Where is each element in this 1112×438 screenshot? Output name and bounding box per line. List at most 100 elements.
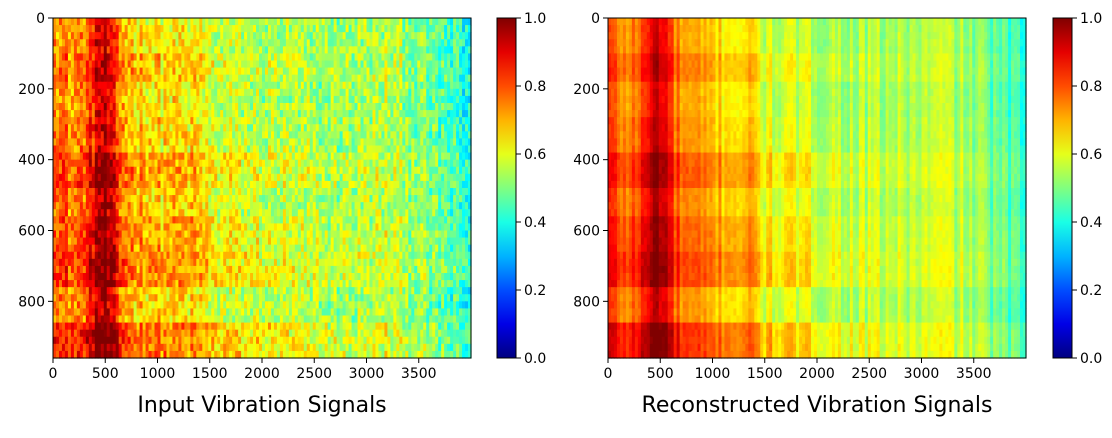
- heatmap-cell: [73, 223, 78, 232]
- heatmap-cell: [58, 117, 63, 125]
- heatmap-cell: [217, 223, 221, 232]
- heatmap-cell: [318, 230, 323, 239]
- heatmap-cell: [375, 88, 380, 97]
- heatmap-cell: [420, 81, 424, 90]
- heatmap-cell: [235, 244, 239, 253]
- heatmap-cell: [211, 25, 215, 33]
- heatmap-cell: [264, 60, 269, 69]
- heatmap-cell: [58, 152, 63, 161]
- heatmap-cell: [85, 265, 90, 274]
- heatmap-cell: [384, 166, 388, 175]
- heatmap-cell: [178, 216, 182, 225]
- heatmap-cell: [435, 230, 439, 239]
- heatmap-cell: [148, 188, 153, 196]
- heatmap-cell: [223, 138, 227, 147]
- heatmap-cell: [426, 74, 430, 83]
- heatmap-cell: [58, 46, 63, 55]
- heatmap-cell: [330, 244, 335, 253]
- heatmap-cell: [294, 124, 299, 132]
- heatmap-cell: [130, 95, 135, 104]
- heatmap-cell: [250, 223, 254, 232]
- heatmap-cell: [333, 138, 338, 147]
- heatmap-cell: [369, 25, 374, 33]
- heatmap-cell: [468, 117, 472, 125]
- heatmap-cell: [462, 53, 466, 62]
- heatmap-cell: [264, 258, 269, 267]
- heatmap-cell: [297, 74, 302, 83]
- heatmap-cell: [381, 188, 386, 196]
- heatmap-cell: [229, 88, 233, 97]
- heatmap-cell: [441, 209, 445, 217]
- heatmap-cell: [321, 138, 326, 147]
- heatmap-cell: [408, 53, 412, 62]
- heatmap-cell: [270, 180, 275, 189]
- heatmap-cell: [157, 265, 162, 274]
- heatmap-cell: [342, 39, 347, 47]
- heatmap-cell: [241, 88, 245, 97]
- heatmap-cell: [208, 237, 212, 246]
- heatmap-cell: [348, 74, 353, 83]
- heatmap-cell: [202, 230, 206, 239]
- heatmap-cell: [139, 237, 144, 246]
- heatmap-cell: [220, 103, 224, 111]
- heatmap-cell: [414, 188, 418, 196]
- heatmap-cell: [318, 124, 323, 132]
- heatmap-cell: [136, 209, 141, 217]
- heatmap-cell: [432, 124, 436, 132]
- heatmap-cell: [393, 188, 397, 196]
- heatmap-cell: [82, 103, 87, 111]
- heatmap-cell: [300, 110, 305, 118]
- heatmap-cell: [315, 103, 320, 111]
- heatmap-cell: [64, 152, 69, 161]
- heatmap-cell: [282, 81, 287, 90]
- heatmap-cell: [426, 81, 430, 90]
- heatmap-cell: [211, 39, 215, 47]
- heatmap-cell: [58, 81, 63, 90]
- heatmap-cell: [67, 209, 72, 217]
- heatmap-cell: [462, 18, 466, 26]
- heatmap-cell: [426, 46, 430, 55]
- heatmap-cell: [76, 202, 81, 210]
- heatmap-cell: [148, 18, 153, 26]
- heatmap-cell: [456, 258, 460, 267]
- heatmap-cell: [202, 152, 206, 161]
- heatmap-cell: [175, 81, 179, 90]
- heatmap-cell: [238, 237, 242, 246]
- heatmap-cell: [348, 230, 353, 239]
- heatmap-cell: [369, 46, 374, 55]
- heatmap-cell: [121, 265, 126, 274]
- heatmap-cell: [354, 244, 359, 253]
- heatmap-cell: [208, 159, 212, 168]
- heatmap-cell: [387, 173, 391, 182]
- heatmap-cell: [264, 209, 269, 217]
- heatmap-cell: [366, 103, 371, 111]
- heatmap-cell: [411, 188, 415, 196]
- heatmap-cell: [444, 32, 448, 40]
- heatmap-cell: [342, 152, 347, 161]
- heatmap-cell: [390, 223, 394, 232]
- heatmap-cell: [387, 216, 391, 225]
- heatmap-cell: [375, 67, 380, 76]
- heatmap-cell: [327, 195, 332, 203]
- heatmap-cell: [429, 202, 433, 210]
- heatmap-cell: [387, 39, 391, 47]
- heatmap-cell: [205, 138, 209, 147]
- heatmap-cell: [172, 32, 177, 40]
- heatmap-cell: [103, 159, 108, 168]
- heatmap-cell: [306, 18, 311, 26]
- heatmap-cell: [97, 265, 102, 274]
- heatmap-cell: [291, 138, 296, 147]
- heatmap-cell: [121, 202, 126, 210]
- heatmap-cell: [163, 74, 168, 83]
- heatmap-cell: [67, 53, 72, 62]
- heatmap-cell: [288, 117, 293, 125]
- heatmap-cell: [202, 173, 206, 182]
- heatmap-cell: [88, 216, 93, 225]
- heatmap-cell: [330, 81, 335, 90]
- heatmap-cell: [342, 88, 347, 97]
- heatmap-cell: [136, 103, 141, 111]
- heatmap-cell: [426, 18, 430, 26]
- heatmap-cell: [244, 258, 248, 267]
- heatmap-cell: [360, 74, 365, 83]
- heatmap-cell: [276, 60, 281, 69]
